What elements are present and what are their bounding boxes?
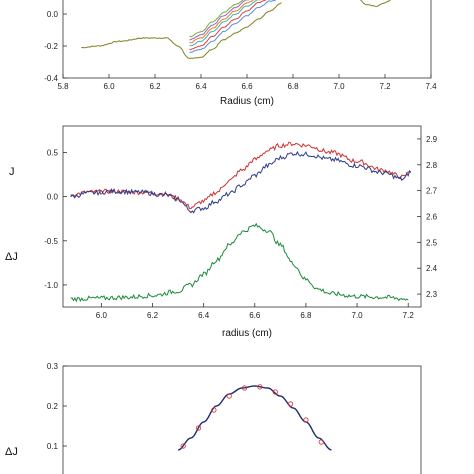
y-right-tick-label-1-0: 2.9 bbox=[426, 135, 438, 144]
data-point-2-1-6 bbox=[272, 389, 278, 395]
y-tick-label-1-1: 0.0 bbox=[47, 193, 59, 202]
panel-middle: 6.0 6.2 6.4 6.6 6.8 7.0 7.2 0.5 0.0 -0.5 -1.0 2.9… bbox=[5, 125, 438, 339]
panel-top: 5.8 6.0 6.2 6.4 6.6 6.8 7.0 7.2 7.4 -0.4-0.20.0 … bbox=[44, 0, 437, 107]
panel-top-x-label: Radius (cm) bbox=[220, 96, 274, 107]
y-right-tick-label-1-2: 2.7 bbox=[426, 187, 438, 196]
data-point-2-1-3 bbox=[226, 393, 232, 399]
series-line-0-3 bbox=[189, 0, 261, 47]
y-tick-label-1-0: 0.5 bbox=[47, 148, 59, 157]
data-point-2-1-8 bbox=[303, 417, 309, 423]
panel-middle-y-label-j: J bbox=[9, 166, 15, 178]
panel-middle-frame bbox=[62, 125, 422, 308]
y-tick-label-0-0: -0.4 bbox=[44, 74, 58, 83]
y-right-tick-label-1-3: 2.6 bbox=[426, 213, 438, 222]
data-point-2-1-2 bbox=[211, 407, 217, 413]
x-tick-label-0-6: 7.0 bbox=[333, 82, 345, 91]
y-right-tick-label-1-6: 2.3 bbox=[426, 290, 438, 299]
series-line-0-4 bbox=[189, 0, 254, 44]
panel-top-y-ticks: -0.4 -0.2 0.0 bbox=[44, 10, 67, 83]
data-point-2-1-7 bbox=[287, 401, 294, 407]
x-tick-label-0-2: 6.2 bbox=[149, 82, 161, 91]
data-point-2-1-9 bbox=[318, 439, 324, 445]
y-tick-label-0-2: 0.0 bbox=[47, 10, 59, 19]
data-point-2-1-1 bbox=[195, 425, 202, 431]
y-tick-label-1-2: -0.5 bbox=[44, 237, 58, 246]
x-tick-label-0-3: 6.4 bbox=[195, 82, 207, 91]
y-tick-label-2-1: 0.2 bbox=[47, 402, 59, 411]
y-tick-label-2-0: 0.3 bbox=[47, 362, 59, 371]
series-line-1-2 bbox=[70, 222, 409, 303]
data-point-2-1-5 bbox=[257, 384, 263, 390]
x-tick-label-1-1: 6.2 bbox=[147, 311, 159, 320]
panel-bottom-y-label: ΔJ bbox=[5, 446, 18, 458]
y-tick-label-1-3: -1.0 bbox=[44, 281, 58, 290]
series-line-0-6 bbox=[189, 0, 244, 38]
panel-middle-plot-area bbox=[70, 141, 412, 303]
x-tick-label-0-4: 6.6 bbox=[241, 82, 253, 91]
panel-bottom-y-ticks: 0.3 0.2 0.1 bbox=[47, 362, 67, 451]
series-line-1-0 bbox=[70, 141, 411, 210]
x-tick-label-1-6: 7.2 bbox=[403, 311, 415, 320]
series-line-0-1 bbox=[189, 0, 277, 53]
x-tick-label-0-1: 6.0 bbox=[103, 82, 115, 91]
y-right-tick-label-1-5: 2.4 bbox=[426, 264, 438, 273]
panel-middle-y-ticks-right: 2.9 2.8 2.7 2.6 2.5 2.4 2.3 bbox=[417, 135, 438, 299]
series-line-0-2 bbox=[189, 0, 267, 51]
x-tick-label-1-2: 6.4 bbox=[198, 311, 210, 320]
panel-bottom-frame bbox=[62, 365, 422, 474]
x-tick-label-0-7: 7.2 bbox=[379, 82, 391, 91]
x-tick-label-1-4: 6.8 bbox=[300, 311, 312, 320]
y-tick-label-2-2: 0.1 bbox=[47, 442, 59, 451]
y-right-tick-label-1-4: 2.5 bbox=[426, 238, 438, 247]
series-line-2-0 bbox=[177, 385, 332, 451]
series-line-0-5 bbox=[189, 0, 250, 41]
series-line-0-7 bbox=[359, 0, 391, 7]
x-tick-label-0-0: 5.8 bbox=[57, 82, 69, 91]
panel-bottom: 0.3 0.2 0.1 ΔJ bbox=[5, 362, 422, 474]
series-line-0-0 bbox=[81, 2, 282, 59]
panel-middle-x-ticks: 6.0 6.2 6.4 6.6 6.8 7.0 7.2 bbox=[96, 303, 415, 320]
x-tick-label-1-5: 7.0 bbox=[352, 311, 364, 320]
panel-middle-x-label: radius (cm) bbox=[222, 328, 272, 339]
panel-middle-y-label-delta-j: ΔJ bbox=[5, 251, 18, 263]
panel-middle-y-ticks-left: 0.5 0.0 -0.5 -1.0 bbox=[44, 148, 67, 290]
y-tick-label-0-1: -0.2 bbox=[44, 42, 58, 51]
series-line-1-1 bbox=[70, 150, 412, 214]
x-tick-label-0-5: 6.8 bbox=[287, 82, 299, 91]
data-point-2-1-0 bbox=[180, 443, 186, 449]
data-point-2-1-4 bbox=[241, 385, 248, 391]
y-right-tick-label-1-1: 2.8 bbox=[426, 161, 438, 170]
panel-top-frame bbox=[62, 0, 432, 79]
panel-top-plot-area bbox=[81, 0, 391, 59]
panel-bottom-plot-area bbox=[177, 384, 332, 451]
x-tick-label-0-8: 7.4 bbox=[425, 82, 437, 91]
panel-top-x-ticks: 5.8 6.0 6.2 6.4 6.6 6.8 7.0 7.2 7.4 bbox=[57, 74, 437, 91]
x-tick-label-1-0: 6.0 bbox=[96, 311, 108, 320]
x-tick-label-1-3: 6.6 bbox=[249, 311, 261, 320]
